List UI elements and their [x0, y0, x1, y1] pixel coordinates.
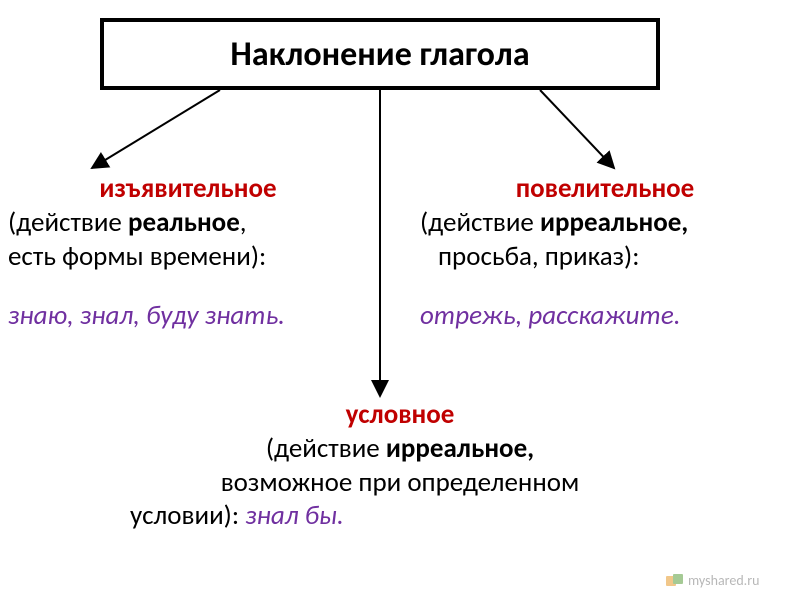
watermark-icon [666, 574, 684, 588]
mood-indicative-desc-2: есть формы времени): [8, 240, 368, 274]
mood-imperative-examples: отрежь, расскажите. [420, 299, 790, 333]
mood-imperative-desc-1: (действие ирреальное, [420, 206, 790, 240]
watermark: myshared.ru [666, 572, 759, 589]
desc-fragment: просьба, приказ): [438, 240, 639, 273]
examples-text: знаю, знал, буду знать. [8, 299, 285, 332]
mood-imperative-desc-2: просьба, приказ): [420, 240, 790, 274]
watermark-text: myshared.ru [688, 572, 759, 589]
mood-conditional-examples: знал бы. [245, 499, 344, 532]
desc-fragment: (действие [266, 432, 386, 465]
desc-fragment: условии): [130, 499, 245, 532]
desc-fragment: , [240, 206, 247, 239]
title-text: Наклонение глагола [230, 34, 529, 75]
desc-bold: реальное [128, 206, 240, 239]
mood-conditional-heading: условное [130, 398, 670, 432]
desc-bold: ирреальное, [540, 206, 688, 239]
mood-imperative-block: повелительное (действие ирреальное, прос… [420, 172, 790, 333]
mood-conditional-desc-3: условии): знал бы. [130, 499, 670, 533]
mood-indicative-examples: знаю, знал, буду знать. [8, 299, 368, 333]
mood-indicative-title: изъявительное [99, 172, 276, 205]
mood-conditional-block: условное (действие ирреальное, возможное… [130, 398, 670, 533]
examples-text: знал бы. [245, 499, 344, 532]
desc-bold: ирреальное, [386, 432, 534, 465]
mood-conditional-title: условное [346, 398, 455, 431]
mood-indicative-desc-1: (действие реальное, [8, 206, 368, 240]
mood-conditional-desc-2: возможное при определенном [130, 466, 670, 500]
mood-imperative-title: повелительное [516, 172, 695, 205]
mood-indicative-heading: изъявительное [8, 172, 368, 206]
mood-indicative-block: изъявительное (действие реальное, есть ф… [8, 172, 368, 333]
desc-fragment: (действие [420, 206, 540, 239]
title-box: Наклонение глагола [100, 18, 660, 90]
desc-fragment: (действие [8, 206, 128, 239]
mood-conditional-desc-1: (действие ирреальное, [130, 432, 670, 466]
mood-imperative-heading: повелительное [420, 172, 790, 206]
examples-text: отрежь, расскажите. [420, 299, 681, 332]
